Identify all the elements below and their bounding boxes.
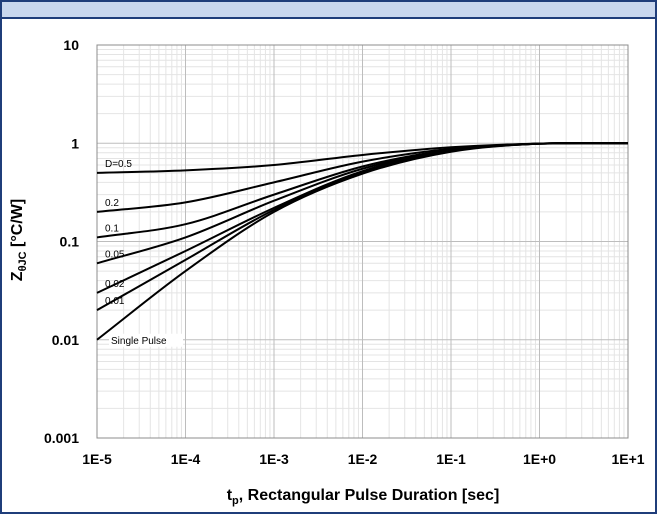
y-tick-label: 10 <box>63 37 79 53</box>
header-band <box>2 2 655 19</box>
y-tick-label: 1 <box>71 135 79 151</box>
y-tick-labels: 0.001 0.01 0.1 1 10 <box>44 37 79 446</box>
x-axis-title: tp, Rectangular Pulse Duration [sec] <box>227 487 500 507</box>
x-tick-label: 1E-5 <box>82 451 112 467</box>
x-tick-label: 1E+1 <box>611 451 644 467</box>
series-label: 0.02 <box>105 279 125 290</box>
y-tick-label: 0.01 <box>52 332 79 348</box>
series-label-background <box>109 333 183 347</box>
x-tick-label: 1E-1 <box>436 451 466 467</box>
series-labels: D=0.5 0.2 0.1 0.05 0.02 0.01 Single Pulse <box>105 159 183 347</box>
y-axis-title-main: Z <box>9 271 26 281</box>
y-tick-label: 0.001 <box>44 430 79 446</box>
x-axis-title-main: t <box>227 487 233 504</box>
x-tick-label: 1E-2 <box>348 451 378 467</box>
y-axis-title: ZθJC [°C/W] <box>9 199 29 281</box>
series-label: 0.05 <box>105 249 125 260</box>
series-lines <box>96 141 629 341</box>
series-label: 0.01 <box>105 296 125 307</box>
y-tick-label: 0.1 <box>60 234 80 250</box>
series-label: 0.2 <box>105 198 119 209</box>
x-tick-label: 1E+0 <box>523 451 556 467</box>
x-tick-label: 1E-3 <box>259 451 289 467</box>
plot-area <box>96 44 629 439</box>
series-label: 0.1 <box>105 223 119 234</box>
series-label: Single Pulse <box>111 336 167 347</box>
series-line <box>96 141 629 341</box>
y-axis-title-sub: θJC <box>17 251 29 271</box>
x-axis-title-rest: , Rectangular Pulse Duration [sec] <box>239 487 500 504</box>
x-axis-title-sub: p <box>232 495 239 507</box>
x-tick-label: 1E-4 <box>171 451 201 467</box>
series-label: D=0.5 <box>105 159 132 170</box>
x-tick-labels: 1E-5 1E-4 1E-3 1E-2 1E-1 1E+0 1E+1 <box>82 451 645 467</box>
y-axis-title-rest: [°C/W] <box>9 199 26 252</box>
